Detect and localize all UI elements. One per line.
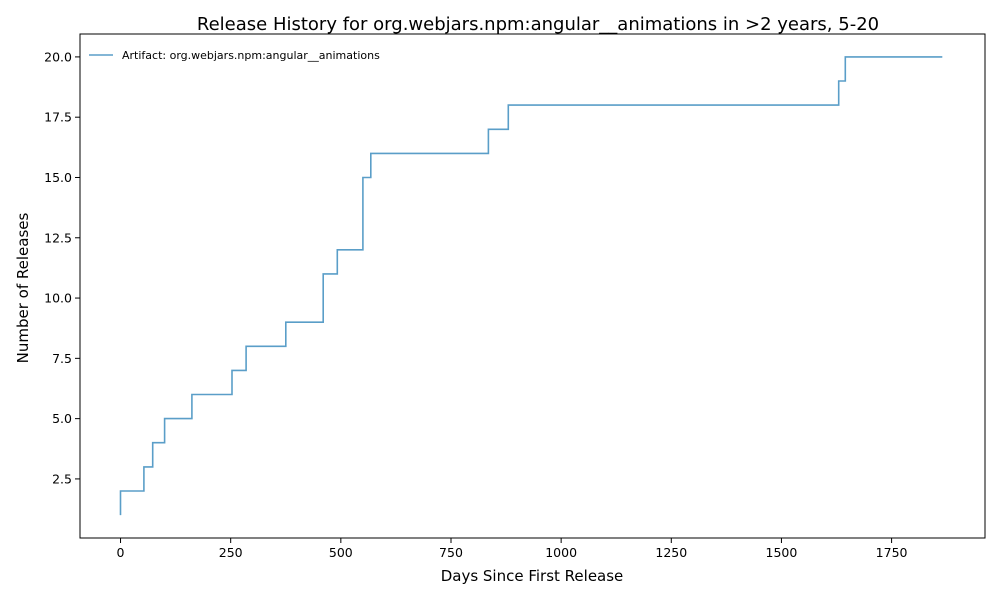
y-axis-label: Number of Releases xyxy=(14,212,32,363)
y-tick-label: 17.5 xyxy=(44,110,72,125)
y-tick-label: 12.5 xyxy=(44,230,72,245)
chart-title: Release History for org.webjars.npm:angu… xyxy=(197,14,879,35)
x-tick-label: 250 xyxy=(219,545,243,560)
y-tick-label: 2.5 xyxy=(52,471,72,486)
y-tick-label: 10.0 xyxy=(44,291,72,306)
plot-frame xyxy=(79,33,986,539)
legend: Artifact: org.webjars.npm:angular__anima… xyxy=(89,49,380,62)
x-tick-label: 1750 xyxy=(876,545,908,560)
y-tick-label: 5.0 xyxy=(52,411,72,426)
legend-label: Artifact: org.webjars.npm:angular__anima… xyxy=(122,49,380,62)
y-tick-label: 7.5 xyxy=(52,351,72,366)
plot-area xyxy=(119,56,943,516)
x-tick-label: 500 xyxy=(329,545,353,560)
x-tick-label: 1250 xyxy=(655,545,687,560)
y-tick-label: 15.0 xyxy=(44,170,72,185)
x-tick-label: 750 xyxy=(439,545,463,560)
x-tick-label: 0 xyxy=(117,545,125,560)
x-axis-label: Days Since First Release xyxy=(441,567,624,585)
series-line xyxy=(119,56,943,516)
y-tick-label: 20.0 xyxy=(44,49,72,64)
x-tick-label: 1500 xyxy=(766,545,798,560)
x-tick-label: 1000 xyxy=(545,545,577,560)
